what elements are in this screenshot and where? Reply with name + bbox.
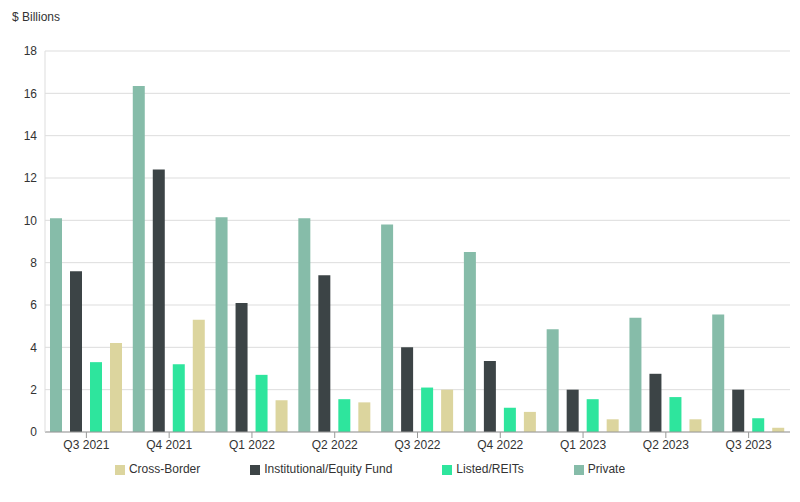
- svg-text:Q4 2022: Q4 2022: [477, 438, 523, 452]
- svg-text:Q2 2022: Q2 2022: [312, 438, 358, 452]
- svg-text:16: 16: [24, 87, 38, 101]
- svg-text:Q3 2022: Q3 2022: [394, 438, 440, 452]
- html-text:Private: Private: [587, 462, 626, 476]
- svg-text:4: 4: [30, 341, 37, 355]
- svg-text:12: 12: [24, 171, 38, 185]
- html-text:$ Billions: $ Billions: [12, 10, 60, 24]
- svg-text:8: 8: [30, 256, 37, 270]
- svg-text:2: 2: [30, 383, 37, 397]
- svg-text:Q3 2023: Q3 2023: [726, 438, 772, 452]
- svg-text:10: 10: [24, 214, 38, 228]
- svg-text:18: 18: [24, 44, 38, 58]
- svg-text:0: 0: [30, 425, 37, 439]
- svg-text:Q1 2022: Q1 2022: [229, 438, 275, 452]
- svg-text:6: 6: [30, 298, 37, 312]
- html-text:Institutional/Equity Fund: Institutional/Equity Fund: [264, 462, 393, 476]
- svg-text:Q1 2023: Q1 2023: [560, 438, 606, 452]
- svg-text:Q4 2021: Q4 2021: [146, 438, 192, 452]
- svg-text:14: 14: [24, 129, 38, 143]
- svg-text:Q3 2021: Q3 2021: [63, 438, 109, 452]
- svg-text:Q2 2023: Q2 2023: [643, 438, 689, 452]
- html-text:Listed/REITs: Listed/REITs: [456, 462, 524, 476]
- html-text:Cross-Border: Cross-Border: [128, 462, 201, 476]
